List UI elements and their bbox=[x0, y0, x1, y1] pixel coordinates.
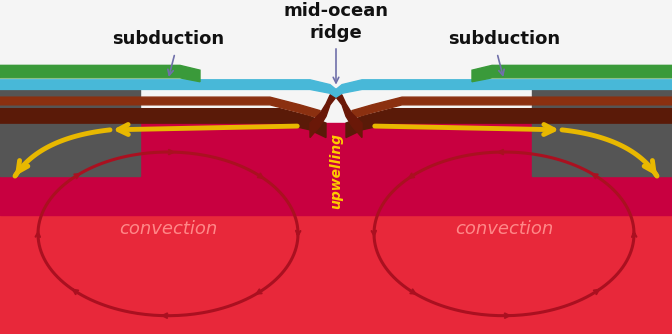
Polygon shape bbox=[0, 65, 200, 82]
Text: subduction: subduction bbox=[112, 30, 224, 48]
Polygon shape bbox=[352, 97, 672, 118]
Polygon shape bbox=[472, 65, 672, 82]
Polygon shape bbox=[310, 90, 362, 138]
Text: subduction: subduction bbox=[448, 30, 560, 48]
Text: convection: convection bbox=[455, 220, 553, 238]
Polygon shape bbox=[0, 90, 140, 176]
Polygon shape bbox=[346, 109, 672, 138]
Polygon shape bbox=[0, 12, 672, 334]
Polygon shape bbox=[0, 215, 672, 334]
Polygon shape bbox=[0, 123, 672, 215]
Polygon shape bbox=[0, 109, 326, 138]
Polygon shape bbox=[532, 90, 672, 176]
Text: convection: convection bbox=[119, 220, 217, 238]
Polygon shape bbox=[0, 97, 320, 118]
Text: upwelling: upwelling bbox=[329, 133, 343, 209]
Text: mid-ocean
ridge: mid-ocean ridge bbox=[284, 2, 388, 42]
Polygon shape bbox=[336, 80, 672, 97]
Polygon shape bbox=[0, 80, 336, 97]
